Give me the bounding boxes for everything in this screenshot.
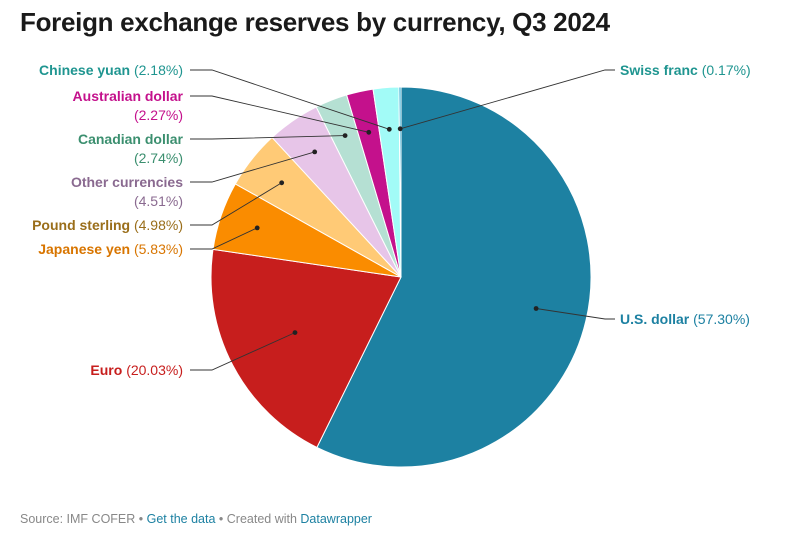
leader-dot-u-s-dollar bbox=[533, 306, 539, 311]
leader-dot-canadian-dollar bbox=[342, 133, 348, 139]
leader-line-u-s-dollar bbox=[536, 308, 615, 320]
slice-label-australian-dollar: Australian dollar (2.27%) bbox=[73, 88, 184, 123]
footer-separator: • bbox=[135, 512, 147, 526]
leader-dot-pound-sterling bbox=[279, 180, 285, 186]
leader-dot-chinese-yuan bbox=[386, 126, 392, 132]
slice-label-chinese-yuan: Chinese yuan (2.18%) bbox=[39, 62, 183, 78]
leader-line-other-currencies bbox=[190, 151, 315, 183]
created-with-text: • Created with bbox=[215, 512, 301, 526]
pie-slice-euro bbox=[210, 248, 402, 449]
slice-label-other-currencies: Other currencies (4.51%) bbox=[71, 174, 183, 209]
leader-line-canadian-dollar bbox=[190, 135, 346, 140]
datawrapper-link[interactable]: Datawrapper bbox=[300, 512, 372, 526]
leader-line-chinese-yuan bbox=[190, 69, 390, 130]
chart-title: Foreign exchange reserves by currency, Q… bbox=[20, 7, 610, 37]
slice-label-euro: Euro (20.03%) bbox=[90, 362, 183, 378]
pie-chart: U.S. dollar (57.30%) Euro (20.03%) Japanes… bbox=[32, 62, 751, 468]
slice-label-canadian-dollar: Canadian dollar (2.74%) bbox=[78, 131, 184, 166]
pie-slice-u-s-dollar bbox=[316, 86, 592, 468]
leader-line-australian-dollar bbox=[190, 95, 369, 133]
leader-dot-australian-dollar bbox=[366, 129, 372, 135]
chart-footer: Source: IMF COFER • Get the data • Creat… bbox=[20, 512, 372, 526]
slice-label-pct: (2.74%) bbox=[134, 150, 183, 166]
leader-dot-euro bbox=[292, 330, 298, 335]
slice-label-name: Pound sterling bbox=[32, 217, 134, 233]
slice-label-pct: (5.83%) bbox=[134, 241, 183, 257]
slice-label-name: Chinese yuan bbox=[39, 62, 134, 78]
get-the-data-link[interactable]: Get the data bbox=[146, 512, 216, 526]
leader-line-euro bbox=[190, 332, 296, 371]
leader-dot-swiss-franc bbox=[397, 126, 403, 132]
slice-label-pct: (20.03%) bbox=[126, 362, 183, 378]
slice-label-name: Canadian dollar bbox=[78, 131, 184, 147]
slice-label-pct: (4.51%) bbox=[134, 193, 183, 209]
slice-label-name: Other currencies bbox=[71, 174, 183, 190]
slice-label-pct: (57.30%) bbox=[693, 311, 750, 327]
slice-label-name: Japanese yen bbox=[38, 241, 134, 257]
slice-label-name: Swiss franc bbox=[620, 62, 702, 78]
slice-label-pound-sterling: Pound sterling (4.98%) bbox=[32, 217, 183, 233]
leader-line-swiss-franc bbox=[400, 69, 615, 130]
leader-line-japanese-yen bbox=[190, 227, 258, 250]
leader-dot-other-currencies bbox=[312, 149, 318, 155]
slice-label-pct: (2.27%) bbox=[134, 107, 183, 123]
slice-label-swiss-franc: Swiss franc (0.17%) bbox=[620, 62, 751, 78]
pie-slice-swiss-franc bbox=[398, 86, 402, 278]
leader-dot-japanese-yen bbox=[254, 225, 260, 231]
slice-label-name: U.S. dollar bbox=[620, 311, 693, 327]
source-text: Source: IMF COFER bbox=[20, 512, 136, 526]
slice-label-japanese-yen: Japanese yen (5.83%) bbox=[38, 241, 183, 257]
slice-label-pct: (2.18%) bbox=[134, 62, 183, 78]
slice-label-pct: (0.17%) bbox=[702, 62, 751, 78]
slice-label-pct: (4.98%) bbox=[134, 217, 183, 233]
slice-label-name: Australian dollar bbox=[73, 88, 184, 104]
leader-line-pound-sterling bbox=[190, 182, 282, 226]
slice-label-name: Euro bbox=[90, 362, 126, 378]
slice-label-u-s-dollar: U.S. dollar (57.30%) bbox=[620, 311, 750, 327]
